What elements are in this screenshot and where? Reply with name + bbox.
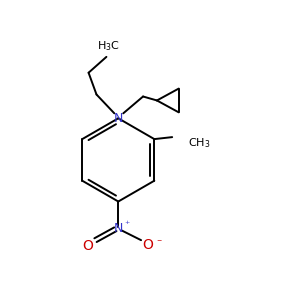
Text: H$_3$C: H$_3$C — [97, 39, 120, 53]
Text: O: O — [142, 238, 154, 252]
Text: $^+$: $^+$ — [123, 220, 131, 229]
Text: N: N — [114, 112, 123, 125]
Text: $^-$: $^-$ — [155, 237, 163, 246]
Text: O: O — [82, 239, 93, 253]
Text: N: N — [114, 222, 123, 235]
Text: CH$_3$: CH$_3$ — [188, 136, 211, 150]
